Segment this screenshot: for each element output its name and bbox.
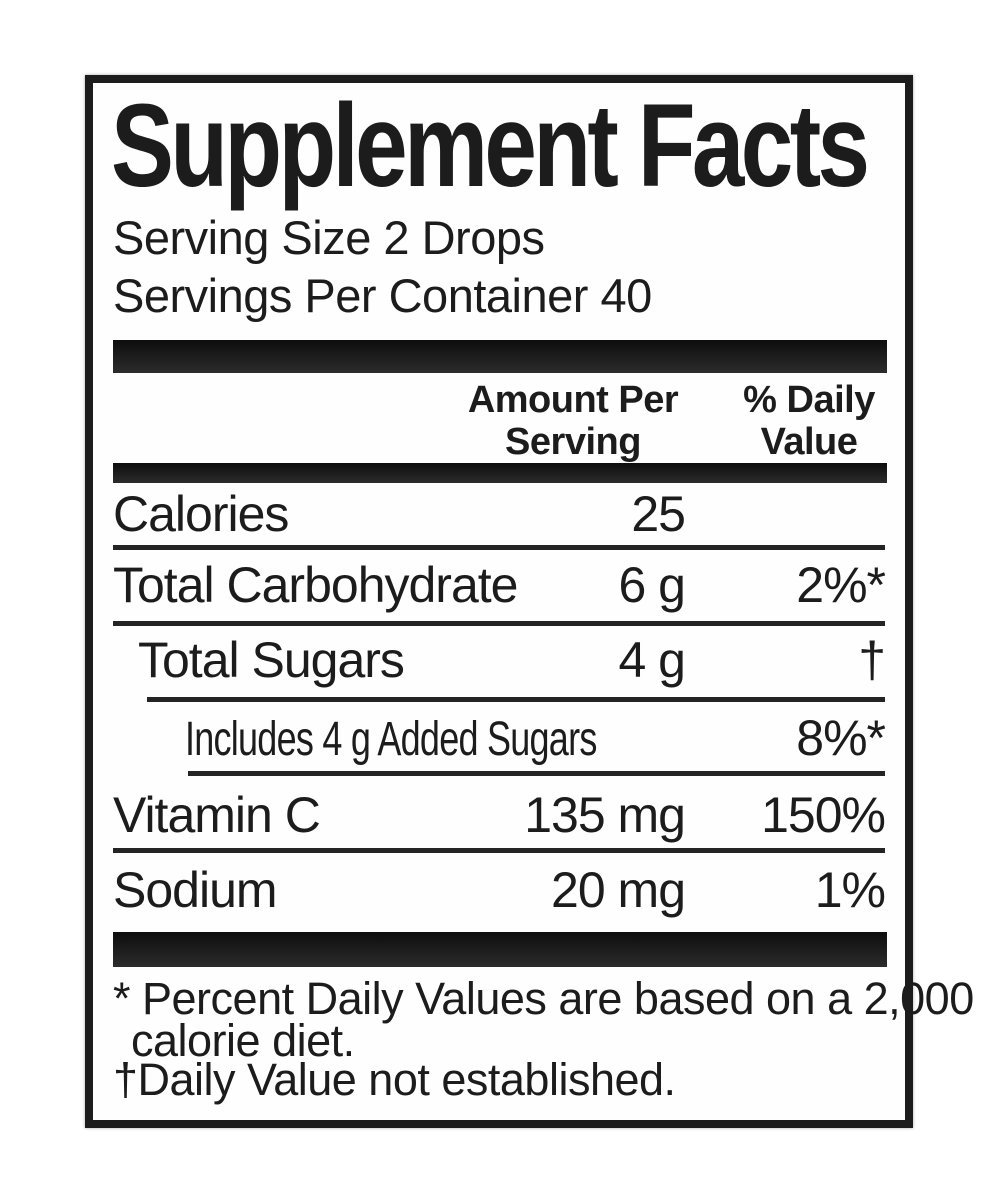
row-separator bbox=[147, 697, 885, 702]
footnote-daily-value-not-established: †Daily Value not established. bbox=[113, 1054, 676, 1105]
nutrient-row-added-sugars: Includes 4 g Added Sugars 8%* bbox=[113, 710, 886, 767]
nutrient-row-total-sugars: Total Sugars 4 g † bbox=[113, 632, 886, 688]
supplement-facts-panel: Supplement Facts Serving Size 2 Drops Se… bbox=[85, 75, 974, 1128]
nutrient-daily-value: 2%* bbox=[796, 557, 886, 613]
thick-divider-bottom bbox=[113, 932, 887, 967]
column-header-percent-daily-value: % Daily Value bbox=[725, 379, 893, 463]
row-separator bbox=[113, 545, 885, 550]
footnote-percent-daily-values-wrap: calorie diet. bbox=[131, 1015, 355, 1066]
nutrient-amount: 25 bbox=[631, 486, 686, 542]
nutrient-row-total-carbohydrate: Total Carbohydrate 6 g 2%* bbox=[113, 557, 886, 613]
row-separator bbox=[113, 621, 885, 626]
nutrient-row-vitamin-c: Vitamin C 135 mg 150% bbox=[113, 787, 886, 843]
nutrient-amount: 4 g bbox=[618, 632, 686, 688]
nutrient-label: Vitamin C bbox=[113, 787, 321, 843]
row-separator bbox=[188, 771, 885, 776]
nutrient-daily-value: 8%* bbox=[796, 710, 886, 766]
nutrient-label: Calories bbox=[113, 486, 289, 542]
nutrient-label: Includes 4 g Added Sugars bbox=[185, 713, 597, 766]
panel-title: Supplement Facts bbox=[111, 80, 870, 212]
nutrient-amount: 6 g bbox=[618, 557, 686, 613]
nutrient-label-wrap: Includes 4 g Added Sugars bbox=[113, 710, 734, 766]
thick-divider-top bbox=[113, 340, 887, 373]
nutrient-amount: 20 mg bbox=[551, 862, 686, 918]
header-amount-line1: Amount Per bbox=[467, 379, 679, 421]
nutrient-daily-value: † bbox=[858, 632, 886, 688]
header-dv-line2: Value bbox=[760, 421, 858, 463]
row-separator bbox=[113, 848, 885, 853]
header-dv-line1: % Daily bbox=[743, 379, 875, 421]
servings-per-container-text: Servings Per Container 40 bbox=[113, 269, 652, 322]
nutrient-label: Total Sugars bbox=[138, 632, 405, 688]
nutrient-daily-value: 150% bbox=[761, 787, 886, 843]
medium-divider-under-header bbox=[113, 463, 887, 483]
footnote-percent-daily-values: * Percent Daily Values are based on a 2,… bbox=[113, 973, 974, 1024]
nutrient-row-calories: Calories 25 bbox=[113, 487, 885, 542]
nutrient-daily-value: 1% bbox=[814, 862, 886, 918]
nutrient-amount: 135 mg bbox=[524, 787, 686, 843]
nutrient-label: Sodium bbox=[113, 862, 278, 918]
column-header-amount-per-serving: Amount Per Serving bbox=[453, 379, 693, 463]
nutrient-label: Total Carbohydrate bbox=[113, 557, 518, 613]
nutrient-row-sodium: Sodium 20 mg 1% bbox=[113, 862, 886, 918]
serving-size-text: Serving Size 2 Drops bbox=[113, 211, 545, 264]
header-amount-line2: Serving bbox=[505, 421, 641, 463]
